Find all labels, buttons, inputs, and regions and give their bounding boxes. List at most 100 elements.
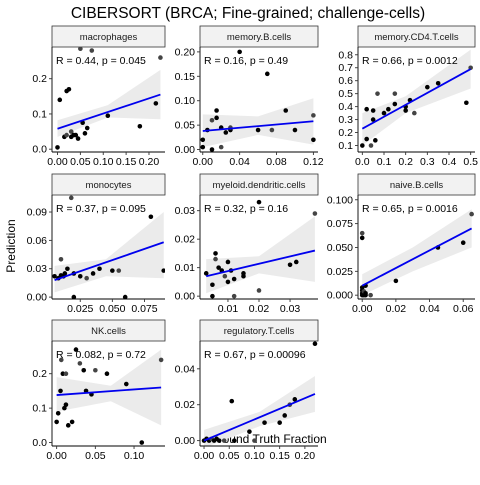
y-tick-label: 0.2 — [32, 73, 47, 85]
panel-strip-label: monocytes — [86, 180, 132, 191]
data-point — [63, 371, 69, 377]
regression-line — [202, 120, 314, 132]
x-tick-label: 0.025 — [67, 303, 93, 315]
data-point — [58, 256, 64, 262]
data-point — [66, 86, 72, 92]
y-tick-label: 0.03 — [27, 263, 48, 275]
panel-strip-label: myeloid.dendritic.cells — [213, 180, 306, 191]
x-tick-label: 0.10 — [244, 450, 265, 462]
y-tick-label: 0.0 — [32, 144, 47, 156]
x-tick-label: 0.050 — [99, 303, 125, 315]
data-point — [283, 108, 289, 113]
data-point — [381, 110, 387, 116]
data-point — [55, 410, 61, 416]
x-tick-label: 0.04 — [419, 303, 440, 315]
panel-plot-area — [360, 49, 473, 148]
data-point — [93, 367, 98, 373]
data-point — [231, 293, 237, 299]
panel-monocytes: monocytes 0.00 0.03 0.06 0.09 0.025 0.050 0.075… — [27, 173, 166, 315]
panel-plot-area — [200, 49, 316, 152]
panel-plot-area — [54, 347, 164, 445]
confidence-band — [56, 349, 162, 426]
panel-memory.B.cells: memory.B.cells 0.00 0.05 0.10 0.15 0.20 0.00 0.… — [175, 25, 324, 168]
data-point — [69, 419, 75, 425]
panel-strip — [357, 25, 476, 48]
x-tick-label: 0.08 — [266, 156, 287, 168]
data-point — [161, 268, 165, 273]
x-tick-label: 0.05 — [85, 450, 106, 462]
data-point — [65, 423, 71, 428]
y-tick-label: 0.5 — [338, 88, 353, 100]
y-axis-label: Prediction — [4, 219, 18, 272]
data-point — [218, 144, 224, 150]
data-point — [412, 110, 417, 116]
data-point — [393, 278, 399, 284]
data-point — [252, 438, 257, 443]
data-point — [241, 273, 246, 279]
data-point — [225, 279, 231, 285]
panel-myeloid.dendritic.cells: myeloid.dendritic.cells 0.00 0.01 0.02 0.03 0… — [175, 173, 319, 315]
panel-strip-label: regulatory.T.cells — [224, 326, 295, 337]
y-tick-label: 0.06 — [27, 235, 48, 247]
y-tick-label: 0.03 — [175, 205, 196, 217]
y-tick-label: 0.1 — [32, 403, 47, 415]
x-tick-label: 0.00 — [47, 156, 68, 168]
panel-strip-label: memory.CD4.T.cells — [374, 32, 459, 43]
panel-plot-area — [359, 209, 474, 298]
panel-strip-label: NK.cells — [91, 326, 126, 337]
data-point — [373, 138, 378, 143]
data-point — [287, 262, 293, 268]
correlation-annotation: R = 0.37, p = 0.095 — [56, 203, 146, 215]
data-point — [52, 274, 57, 279]
data-point — [68, 129, 74, 134]
panel-strip — [199, 173, 319, 196]
data-point — [231, 438, 237, 443]
data-point — [210, 282, 215, 288]
data-point — [359, 235, 365, 241]
data-point — [311, 113, 316, 118]
data-point — [425, 84, 430, 90]
data-point — [370, 117, 376, 122]
data-point — [105, 113, 111, 119]
data-point — [97, 266, 102, 272]
data-point — [231, 276, 237, 282]
data-point — [364, 106, 369, 112]
data-point — [237, 49, 242, 55]
x-tick-label: 0.0 — [355, 156, 370, 168]
correlation-annotation: R = 0.082, p = 0.72 — [56, 349, 146, 361]
data-point — [63, 402, 69, 407]
x-tick-label: 0.075 — [131, 303, 157, 315]
confidence-band — [54, 212, 164, 293]
y-tick-label: 0.1 — [338, 140, 353, 152]
panel-strip — [51, 173, 166, 196]
data-point — [386, 106, 391, 112]
chart-title: CIBERSORT (BRCA; Fine-grained; challenge… — [71, 5, 425, 22]
data-point — [81, 367, 87, 373]
data-point — [464, 100, 469, 106]
data-point — [375, 91, 380, 96]
y-tick-label: 0.3 — [338, 114, 353, 126]
y-tick-label: 0.00 — [175, 435, 196, 447]
panel-NK.cells: NK.cells 0.0 0.1 0.2 0.00 0.05 0.10 R = 0.082, … — [32, 319, 166, 462]
y-tick-label: 0.01 — [175, 262, 196, 274]
x-tick-label: 0.00 — [352, 303, 373, 315]
data-point — [62, 405, 67, 411]
data-point — [209, 147, 215, 152]
y-tick-label: 0.20 — [175, 46, 196, 58]
data-point — [225, 259, 231, 265]
data-point — [221, 438, 227, 443]
data-point — [277, 420, 282, 425]
data-point — [62, 271, 68, 276]
data-point — [229, 398, 235, 404]
x-tick-label: 0.10 — [124, 450, 145, 462]
data-point — [311, 137, 316, 143]
x-tick-label: 0.5 — [463, 156, 478, 168]
y-tick-label: 0.0 — [32, 437, 47, 449]
data-point — [64, 132, 69, 138]
panel-macrophages: macrophages 0.0 0.1 0.2 0.00 0.05 0.10 0.15 0.20… — [32, 25, 166, 168]
x-tick-label: 0.00 — [194, 450, 215, 462]
regression-line — [57, 93, 161, 130]
data-point — [469, 211, 474, 217]
x-tick-label: 0.20 — [295, 450, 316, 462]
data-point — [292, 397, 298, 402]
